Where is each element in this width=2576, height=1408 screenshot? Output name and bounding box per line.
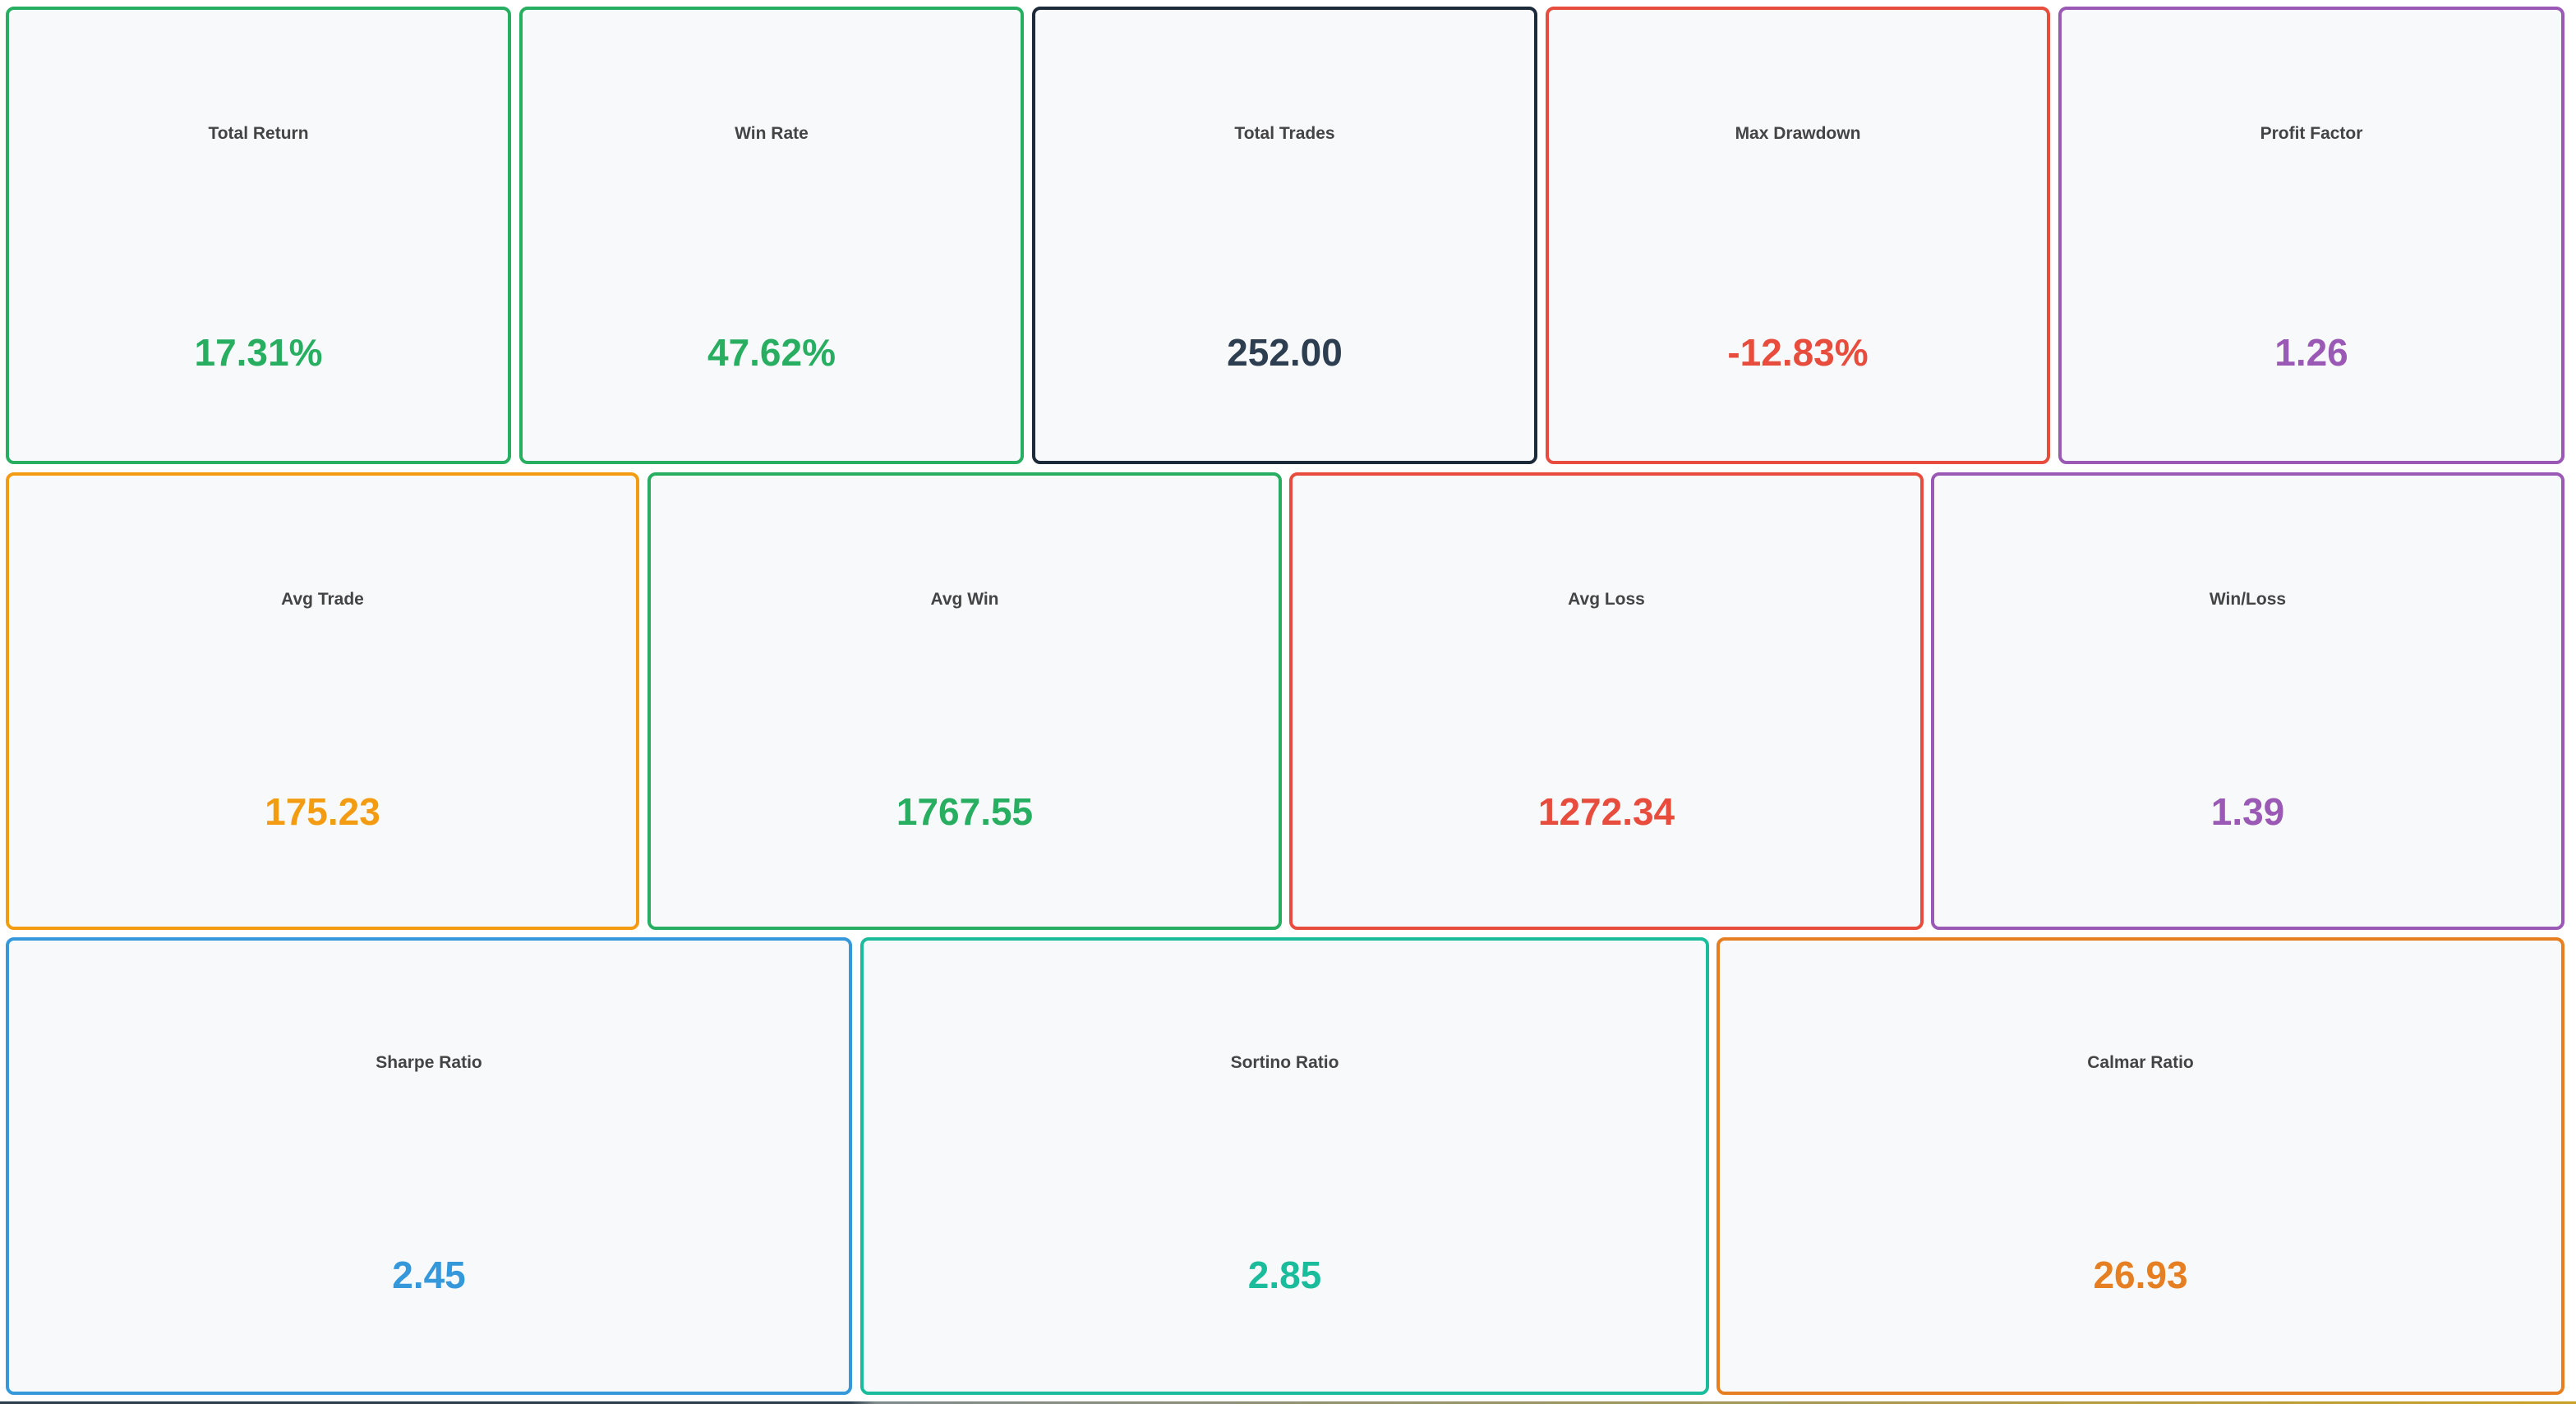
metric-value: 26.93 <box>2093 1254 2188 1296</box>
metric-label: Profit Factor <box>2260 124 2363 143</box>
metric-value: 252.00 <box>1227 331 1343 374</box>
metric-label: Win Rate <box>735 124 809 143</box>
bottom-divider <box>0 1401 2576 1404</box>
metric-card-calmar-ratio: Calmar Ratio 26.93 <box>1717 937 2564 1395</box>
metric-label: Sortino Ratio <box>1230 1053 1339 1072</box>
metric-card-profit-factor: Profit Factor 1.26 <box>2058 7 2564 464</box>
metric-card-avg-trade: Avg Trade 175.23 <box>6 472 639 930</box>
metric-label: Sharpe Ratio <box>376 1053 482 1072</box>
metric-value: 175.23 <box>265 790 380 833</box>
metric-card-win-loss: Win/Loss 1.39 <box>1931 472 2564 930</box>
metric-card-total-trades: Total Trades 252.00 <box>1032 7 1537 464</box>
metric-label: Max Drawdown <box>1735 124 1861 143</box>
metric-card-sharpe-ratio: Sharpe Ratio 2.45 <box>6 937 852 1395</box>
metric-card-avg-loss: Avg Loss 1272.34 <box>1289 472 1924 930</box>
metric-value: -12.83% <box>1727 331 1869 374</box>
metric-label: Total Trades <box>1234 124 1335 143</box>
metric-label: Avg Loss <box>1568 590 1645 609</box>
metric-value: 1.39 <box>2210 790 2285 833</box>
metric-card-avg-win: Avg Win 1767.55 <box>647 472 1282 930</box>
metric-value: 47.62% <box>707 331 836 374</box>
metric-label: Avg Win <box>930 590 999 609</box>
metric-value: 2.45 <box>392 1254 466 1296</box>
metric-card-total-return: Total Return 17.31% <box>6 7 511 464</box>
metric-value: 1272.34 <box>1537 790 1675 833</box>
metric-card-max-drawdown: Max Drawdown -12.83% <box>1546 7 2050 464</box>
metric-card-win-rate: Win Rate 47.62% <box>519 7 1024 464</box>
metric-label: Calmar Ratio <box>2087 1053 2194 1072</box>
metric-label: Avg Trade <box>281 590 364 609</box>
metric-value: 1767.55 <box>896 790 1034 833</box>
metric-card-sortino-ratio: Sortino Ratio 2.85 <box>860 937 1709 1395</box>
metric-value: 1.26 <box>2274 331 2348 374</box>
metric-value: 17.31% <box>194 331 323 374</box>
metric-value: 2.85 <box>1247 1254 1322 1296</box>
metric-label: Total Return <box>208 124 309 143</box>
metric-label: Win/Loss <box>2209 590 2287 609</box>
